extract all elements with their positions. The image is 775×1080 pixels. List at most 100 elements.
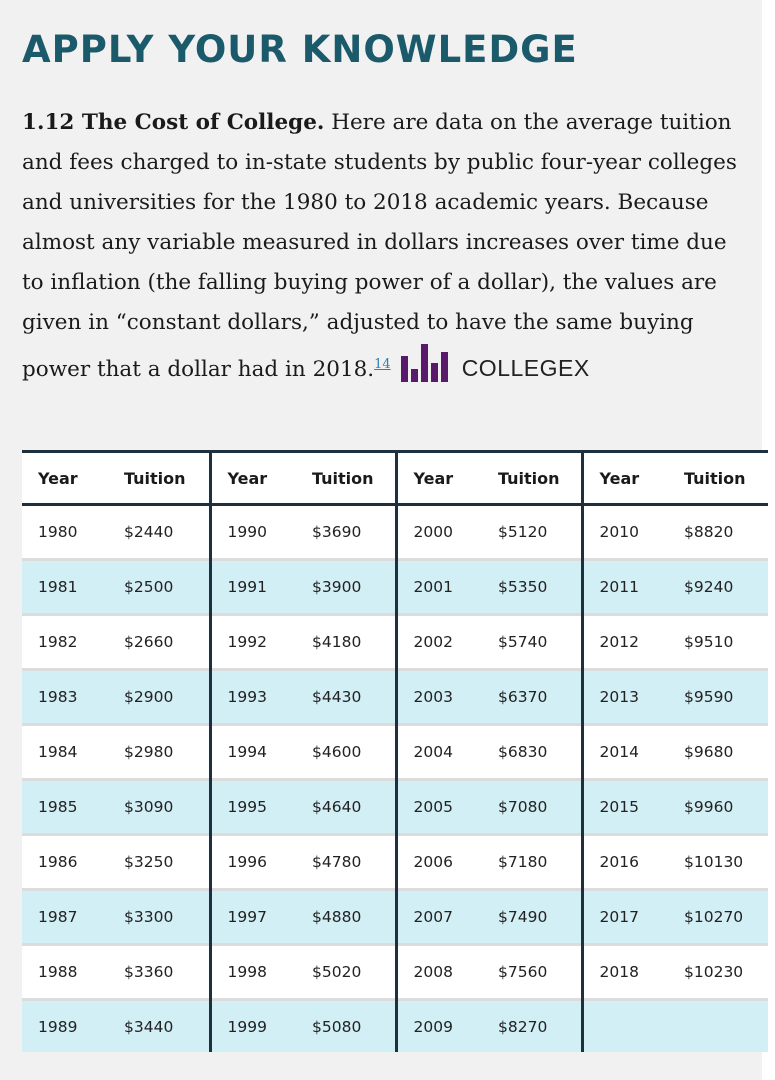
footnote-ref: 14	[374, 352, 391, 373]
year-cell: 2018	[580, 943, 666, 1000]
tuition-table: Year Tuition Year Tuition Year Tuition Y…	[22, 450, 768, 1052]
year-cell: 1992	[208, 613, 294, 670]
year-cell: 1998	[208, 943, 294, 1000]
tuition-cell: $3250	[106, 833, 210, 890]
year-cell: 1987	[22, 888, 106, 945]
table-row: 1980 $2440 1990 $3690 2000 $5120 2010 $8820	[22, 503, 768, 560]
year-cell: 1984	[22, 723, 106, 780]
table-row: 1989 $3440 1999 $5080 2009 $8270	[22, 998, 768, 1052]
year-cell: 1994	[208, 723, 294, 780]
tuition-cell: $5740	[480, 613, 582, 670]
year-cell: 1980	[22, 503, 106, 560]
year-cell: 1985	[22, 778, 106, 835]
footnote-link[interactable]: 14	[374, 357, 391, 372]
year-cell: 1997	[208, 888, 294, 945]
exercise-text: 1.12 The Cost of College. Here are data …	[22, 103, 742, 390]
table-row: 1985 $3090 1995 $4640 2005 $7080 2015 $9960	[22, 778, 768, 835]
year-cell: 1982	[22, 613, 106, 670]
year-cell: 2005	[394, 778, 480, 835]
year-cell: 1981	[22, 558, 106, 615]
tuition-cell: $3900	[294, 558, 396, 615]
tuition-cell: $3090	[106, 778, 210, 835]
tuition-cell: $10230	[666, 943, 768, 1000]
tuition-cell: $9510	[666, 613, 768, 670]
header-year: Year	[208, 450, 294, 506]
table-body: 1980 $2440 1990 $3690 2000 $5120 2010 $8820 1981…	[22, 503, 768, 1052]
tuition-cell: $10130	[666, 833, 768, 890]
tuition-cell: $5350	[480, 558, 582, 615]
table-row: 1984 $2980 1994 $4600 2004 $6830 2014 $9680	[22, 723, 768, 780]
tuition-cell	[666, 998, 768, 1052]
tuition-cell: $8270	[480, 998, 582, 1052]
tuition-cell: $9960	[666, 778, 768, 835]
year-cell: 1989	[22, 998, 106, 1052]
tuition-cell: $10270	[666, 888, 768, 945]
year-cell: 1986	[22, 833, 106, 890]
tuition-cell: $3360	[106, 943, 210, 1000]
tuition-cell: $4780	[294, 833, 396, 890]
year-cell	[580, 998, 666, 1052]
table-header-row: Year Tuition Year Tuition Year Tuition Y…	[22, 450, 768, 506]
header-year: Year	[22, 450, 106, 506]
table-row: 1981 $2500 1991 $3900 2001 $5350 2011 $9240	[22, 558, 768, 615]
table-row: 1986 $3250 1996 $4780 2006 $7180 2016 $10130	[22, 833, 768, 890]
tuition-cell: $9680	[666, 723, 768, 780]
table-row: 1987 $3300 1997 $4880 2007 $7490 2017 $10270	[22, 888, 768, 945]
year-cell: 2000	[394, 503, 480, 560]
tuition-cell: $2440	[106, 503, 210, 560]
tuition-cell: $3690	[294, 503, 396, 560]
year-cell: 1995	[208, 778, 294, 835]
year-cell: 1996	[208, 833, 294, 890]
year-cell: 2014	[580, 723, 666, 780]
tuition-cell: $4880	[294, 888, 396, 945]
year-cell: 2006	[394, 833, 480, 890]
table-row: 1988 $3360 1998 $5020 2008 $7560 2018 $10230	[22, 943, 768, 1000]
collegex-logo-label[interactable]: COLLEGEX	[461, 355, 590, 382]
table-row: 1982 $2660 1992 $4180 2002 $5740 2012 $9510	[22, 613, 768, 670]
tuition-cell: $7180	[480, 833, 582, 890]
year-cell: 1990	[208, 503, 294, 560]
header-year: Year	[394, 450, 480, 506]
header-tuition: Tuition	[480, 450, 582, 506]
year-cell: 2011	[580, 558, 666, 615]
tuition-cell: $5120	[480, 503, 582, 560]
year-cell: 1983	[22, 668, 106, 725]
tuition-cell: $4180	[294, 613, 396, 670]
tuition-cell: $2500	[106, 558, 210, 615]
section-heading: APPLY YOUR KNOWLEDGE	[22, 28, 578, 71]
tuition-cell: $9240	[666, 558, 768, 615]
year-cell: 1993	[208, 668, 294, 725]
tuition-cell: $7490	[480, 888, 582, 945]
tuition-cell: $5080	[294, 998, 396, 1052]
year-cell: 2009	[394, 998, 480, 1052]
tuition-cell: $8820	[666, 503, 768, 560]
year-cell: 2012	[580, 613, 666, 670]
year-cell: 1988	[22, 943, 106, 1000]
year-cell: 2013	[580, 668, 666, 725]
tuition-table-container: Year Tuition Year Tuition Year Tuition Y…	[22, 450, 768, 1052]
exercise-body: Here are data on the average tuition and…	[22, 110, 737, 383]
year-cell: 2003	[394, 668, 480, 725]
tuition-cell: $4430	[294, 668, 396, 725]
year-cell: 2004	[394, 723, 480, 780]
header-tuition: Tuition	[106, 450, 210, 506]
tuition-cell: $2660	[106, 613, 210, 670]
year-cell: 2015	[580, 778, 666, 835]
tuition-cell: $7560	[480, 943, 582, 1000]
header-tuition: Tuition	[666, 450, 768, 506]
tuition-cell: $4600	[294, 723, 396, 780]
tuition-cell: $3440	[106, 998, 210, 1052]
tuition-cell: $6370	[480, 668, 582, 725]
header-tuition: Tuition	[294, 450, 396, 506]
bar-chart-icon[interactable]	[400, 344, 448, 383]
year-cell: 2016	[580, 833, 666, 890]
tuition-cell: $7080	[480, 778, 582, 835]
year-cell: 2017	[580, 888, 666, 945]
tuition-cell: $9590	[666, 668, 768, 725]
tuition-cell: $4640	[294, 778, 396, 835]
tuition-cell: $6830	[480, 723, 582, 780]
header-year: Year	[580, 450, 666, 506]
tuition-cell: $2900	[106, 668, 210, 725]
exercise-title: 1.12 The Cost of College.	[22, 110, 325, 135]
tuition-cell: $3300	[106, 888, 210, 945]
